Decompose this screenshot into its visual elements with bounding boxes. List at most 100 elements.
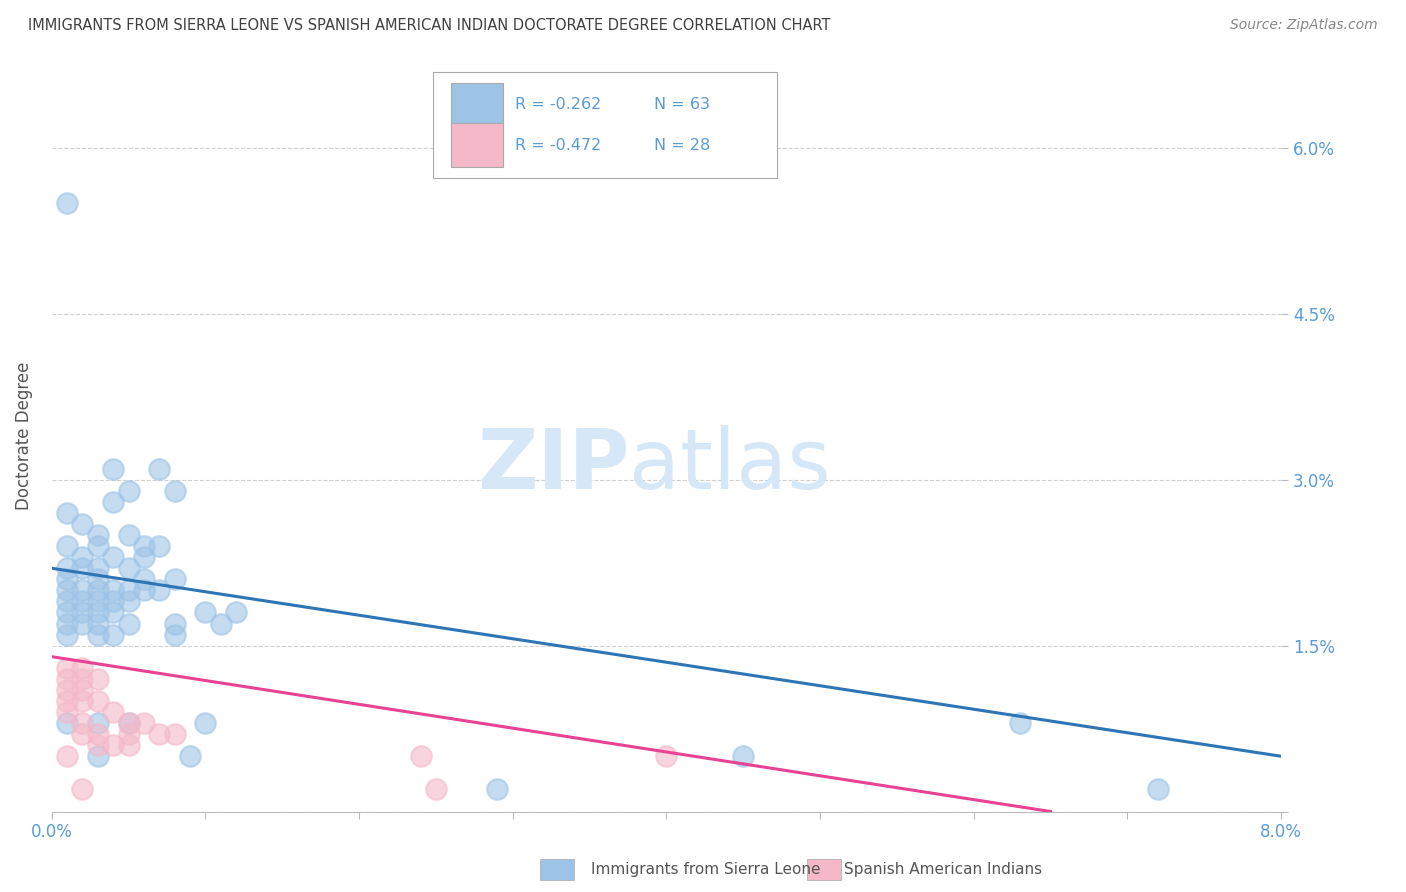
Point [148, 583, 170, 598]
Point [72, 594, 94, 608]
Point [117, 616, 139, 631]
FancyBboxPatch shape [540, 859, 574, 880]
FancyBboxPatch shape [807, 859, 841, 880]
Point [72, 661, 94, 675]
Point [163, 572, 186, 586]
Point [56, 694, 79, 708]
Point [194, 606, 217, 620]
Point [56, 572, 79, 586]
Point [87, 539, 110, 553]
Point [87, 672, 110, 686]
Point [56, 716, 79, 731]
Point [87, 572, 110, 586]
Text: IMMIGRANTS FROM SIERRA LEONE VS SPANISH AMERICAN INDIAN DOCTORATE DEGREE CORRELA: IMMIGRANTS FROM SIERRA LEONE VS SPANISH … [28, 18, 831, 33]
Point [117, 483, 139, 498]
Text: N = 63: N = 63 [654, 97, 710, 112]
Text: N = 28: N = 28 [654, 138, 710, 153]
Point [72, 672, 94, 686]
Point [56, 616, 79, 631]
Point [72, 550, 94, 565]
Point [148, 539, 170, 553]
Point [72, 694, 94, 708]
Point [179, 749, 201, 764]
Point [87, 716, 110, 731]
Point [148, 461, 170, 475]
FancyBboxPatch shape [451, 123, 503, 168]
Point [163, 727, 186, 741]
Point [72, 716, 94, 731]
Text: atlas: atlas [630, 425, 831, 506]
Point [87, 727, 110, 741]
Point [56, 606, 79, 620]
Point [87, 583, 110, 598]
Point [87, 561, 110, 575]
Point [87, 528, 110, 542]
Point [56, 749, 79, 764]
Point [87, 616, 110, 631]
Point [72, 727, 94, 741]
Text: Spanish American Indians: Spanish American Indians [844, 863, 1042, 877]
Point [132, 572, 155, 586]
Point [72, 682, 94, 697]
Point [117, 528, 139, 542]
Point [163, 483, 186, 498]
Point [163, 616, 186, 631]
Point [103, 594, 125, 608]
Point [132, 539, 155, 553]
Point [103, 461, 125, 475]
Point [72, 561, 94, 575]
Point [56, 661, 79, 675]
Point [117, 561, 139, 575]
Text: Immigrants from Sierra Leone: Immigrants from Sierra Leone [591, 863, 820, 877]
Point [56, 682, 79, 697]
Point [117, 727, 139, 741]
Point [87, 749, 110, 764]
Point [194, 716, 217, 731]
Point [103, 738, 125, 752]
Point [655, 749, 678, 764]
Point [56, 594, 79, 608]
Point [103, 705, 125, 719]
Point [56, 196, 79, 211]
Point [117, 583, 139, 598]
FancyBboxPatch shape [451, 83, 503, 127]
Y-axis label: Doctorate Degree: Doctorate Degree [15, 361, 32, 509]
Point [117, 738, 139, 752]
Point [132, 550, 155, 565]
Point [56, 672, 79, 686]
Point [117, 594, 139, 608]
Point [87, 606, 110, 620]
Point [103, 550, 125, 565]
FancyBboxPatch shape [433, 72, 778, 178]
Text: R = -0.262: R = -0.262 [515, 97, 602, 112]
Point [87, 627, 110, 641]
Point [103, 583, 125, 598]
Point [56, 583, 79, 598]
Text: R = -0.472: R = -0.472 [515, 138, 602, 153]
Text: ZIP: ZIP [477, 425, 630, 506]
Point [56, 561, 79, 575]
Point [87, 738, 110, 752]
Point [56, 506, 79, 520]
Point [72, 606, 94, 620]
Point [117, 716, 139, 731]
Point [117, 716, 139, 731]
Point [1147, 782, 1170, 797]
Point [72, 616, 94, 631]
Point [103, 627, 125, 641]
Point [148, 727, 170, 741]
Text: Source: ZipAtlas.com: Source: ZipAtlas.com [1230, 18, 1378, 32]
Point [425, 782, 447, 797]
Point [87, 694, 110, 708]
Point [209, 616, 232, 631]
Point [733, 749, 755, 764]
Point [72, 516, 94, 531]
Point [87, 594, 110, 608]
Point [103, 606, 125, 620]
Point [56, 705, 79, 719]
Point [72, 782, 94, 797]
Point [132, 583, 155, 598]
Point [56, 627, 79, 641]
Point [1008, 716, 1031, 731]
Point [486, 782, 509, 797]
